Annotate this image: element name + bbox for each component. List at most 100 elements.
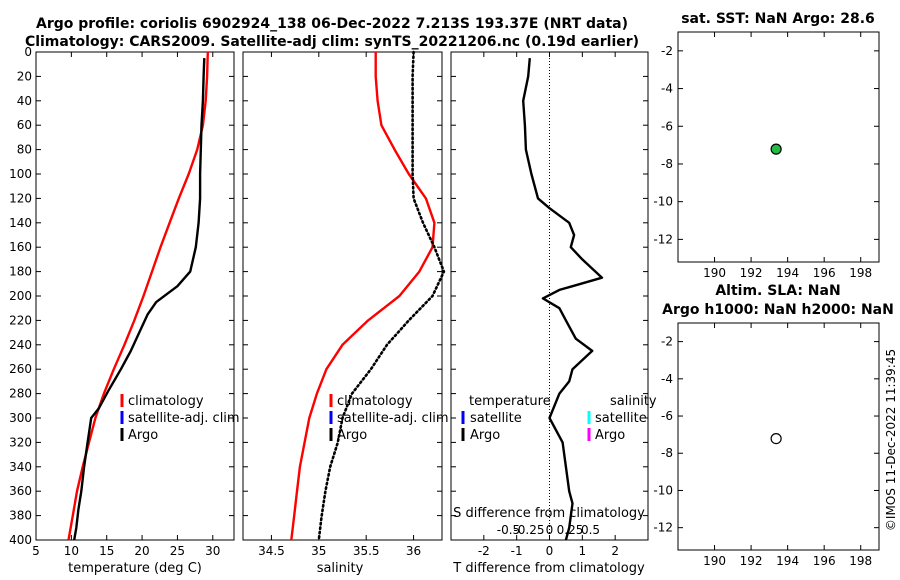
s-difference-xlabel: S difference from climatology xyxy=(453,506,645,521)
y-tick-label: 80 xyxy=(17,143,32,157)
sla-title-2: Argo h1000: NaN h2000: NaN xyxy=(662,302,894,318)
x-tick-label: 30 xyxy=(205,544,220,558)
title-line-1: Argo profile: coriolis 6902924_138 06-De… xyxy=(36,16,628,32)
series-line-argo xyxy=(317,50,446,542)
y-tick-label: 140 xyxy=(9,216,32,230)
x-tick-label: 190 xyxy=(703,266,726,280)
legend-label-t-argo: Argo xyxy=(470,428,500,443)
x-tick-label: 15 xyxy=(99,544,114,558)
x-tick-label: 20 xyxy=(134,544,149,558)
x-tick-label: 190 xyxy=(703,554,726,568)
y-tick-label: 300 xyxy=(9,411,32,425)
series-line-argo-t-diff xyxy=(522,57,604,541)
y-tick-label: 120 xyxy=(9,191,32,205)
salinity-legend: climatology satellite-adj. clim Argo xyxy=(329,394,449,443)
y-tick-label: -12 xyxy=(653,521,673,535)
y-tick-label: -4 xyxy=(661,82,673,96)
y-tick-label: -8 xyxy=(661,446,673,460)
y-tick-label: 360 xyxy=(9,484,32,498)
y-tick-label: -10 xyxy=(653,195,673,209)
salinity-panel: 34.5 35 35.5 36 xyxy=(242,50,446,558)
x-tick-label: 35.5 xyxy=(353,544,380,558)
y-tick-label: -2 xyxy=(661,44,673,58)
title-line-2: Climatology: CARS2009. Satellite-adj cli… xyxy=(25,34,639,50)
x-tick-label: 192 xyxy=(740,554,763,568)
difference-panel: -2 -1 0 1 2 -0.5-0.25 0 0.250.5 xyxy=(450,51,649,558)
x-tick-label: -2 xyxy=(478,544,490,558)
sla-position-panel: 190 192 194 196 198 -2 -4 -6 -8 -10 -12 xyxy=(653,322,880,568)
y-tick-label: 40 xyxy=(17,94,32,108)
y-tick-label: -10 xyxy=(653,483,673,497)
t-difference-xlabel: T difference from climatology xyxy=(452,561,645,576)
legend-label-t-satellite: satellite xyxy=(470,411,522,426)
series-line-climatology xyxy=(67,51,209,541)
y-tick-label: 260 xyxy=(9,362,32,376)
x-tick-label: 192 xyxy=(740,266,763,280)
legend-label-climatology: climatology xyxy=(128,394,204,409)
map-frame xyxy=(677,322,880,551)
y-tick-label: -12 xyxy=(653,232,673,246)
y-tick-label: 320 xyxy=(9,435,32,449)
float-position-marker xyxy=(770,143,782,155)
y-tick-label: 100 xyxy=(9,167,32,181)
x-tick-label: 194 xyxy=(776,266,799,280)
x-tick-label: 25 xyxy=(170,544,185,558)
x2-tick-label: 0.5 xyxy=(581,523,600,537)
series-line-climatology xyxy=(290,52,436,541)
x2-tick-label: 0 xyxy=(546,523,554,537)
y-tick-label: 0 xyxy=(24,45,32,59)
sla-title-1: Altim. SLA: NaN xyxy=(715,283,840,299)
x2-tick-label: -0.25 xyxy=(513,523,544,537)
legend-label-satellite: satellite-adj. clim xyxy=(337,411,449,426)
x2-tick-label: 0.25 xyxy=(557,523,584,537)
y-tick-label: 340 xyxy=(9,460,32,474)
x-tick-label: 35 xyxy=(311,544,326,558)
legend-label-climatology: climatology xyxy=(337,394,413,409)
legend-title-temperature: temperature xyxy=(469,394,551,409)
difference-legend: temperature salinity satellite Argo sate… xyxy=(461,394,657,443)
x-tick-label: 10 xyxy=(64,544,79,558)
x-tick-label: 198 xyxy=(849,554,872,568)
legend-label-s-argo: Argo xyxy=(595,428,625,443)
y-tick-label: 20 xyxy=(17,69,32,83)
x-tick-label: -1 xyxy=(511,544,523,558)
map-frame xyxy=(677,31,880,263)
x-tick-label: 34.5 xyxy=(258,544,285,558)
y-tick-label: 380 xyxy=(9,509,32,523)
temperature-legend: climatology satellite-adj. clim Argo xyxy=(120,394,240,443)
x-tick-label: 194 xyxy=(776,554,799,568)
y-tick-label: -6 xyxy=(661,409,673,423)
y-tick-label: 180 xyxy=(9,265,32,279)
x-tick-label: 0 xyxy=(546,544,554,558)
x-tick-label: 1 xyxy=(579,544,587,558)
float-position-marker xyxy=(770,433,782,445)
plot-frame xyxy=(35,51,235,541)
legend-title-salinity: salinity xyxy=(610,394,657,409)
x-tick-label: 2 xyxy=(611,544,619,558)
legend-label-argo: Argo xyxy=(337,428,367,443)
x2-tick-label: -0.5 xyxy=(497,523,520,537)
y-tick-label: -4 xyxy=(661,372,673,386)
temperature-xlabel: temperature (deg C) xyxy=(68,561,202,576)
temperature-panel: 5 10 15 20 25 3002040608010012014016018020022… xyxy=(9,45,235,558)
legend-label-s-satellite: satellite xyxy=(595,411,647,426)
y-tick-label: 60 xyxy=(17,118,32,132)
series-line-argo xyxy=(73,58,206,541)
salinity-xlabel: salinity xyxy=(317,561,364,576)
y-tick-label: 160 xyxy=(9,240,32,254)
y-tick-label: -6 xyxy=(661,119,673,133)
x-tick-label: 198 xyxy=(849,266,872,280)
x-tick-label: 36 xyxy=(406,544,421,558)
y-tick-label: -8 xyxy=(661,157,673,171)
legend-label-argo: Argo xyxy=(128,428,158,443)
x-tick-label: 5 xyxy=(32,544,40,558)
y-tick-label: 220 xyxy=(9,313,32,327)
x-tick-label: 196 xyxy=(813,554,836,568)
sst-title: sat. SST: NaN Argo: 28.6 xyxy=(681,11,875,27)
y-tick-label: 200 xyxy=(9,289,32,303)
timestamp-stamp: ©IMOS 11-Dec-2022 11:39:45 xyxy=(884,349,898,531)
y-tick-label: -2 xyxy=(661,335,673,349)
y-tick-label: 280 xyxy=(9,387,32,401)
sst-position-panel: 190 192 194 196 198 -2 -4 -6 -8 -10 -12 xyxy=(653,31,880,280)
legend-label-satellite: satellite-adj. clim xyxy=(128,411,240,426)
